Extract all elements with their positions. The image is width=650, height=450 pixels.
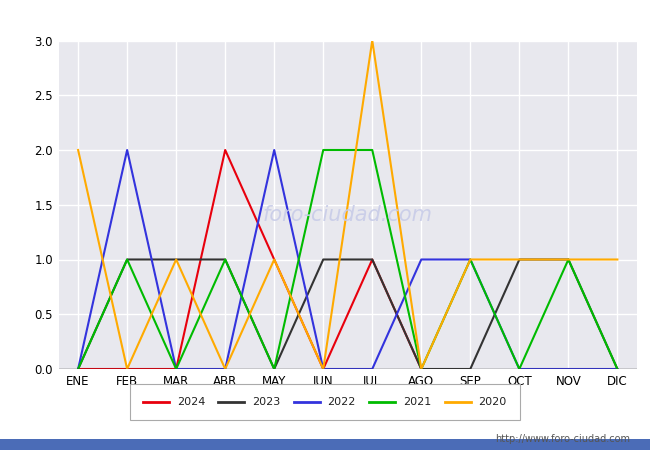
Text: http://www.foro-ciudad.com: http://www.foro-ciudad.com bbox=[495, 433, 630, 444]
Text: 2022: 2022 bbox=[328, 397, 356, 407]
Text: 2020: 2020 bbox=[478, 397, 506, 407]
Text: 2024: 2024 bbox=[177, 397, 205, 407]
Text: Matriculaciones de Vehiculos en Santa María de la Isla: Matriculaciones de Vehiculos en Santa Ma… bbox=[107, 13, 543, 28]
Text: 2023: 2023 bbox=[252, 397, 280, 407]
Bar bbox=[0, 439, 650, 450]
Text: 2021: 2021 bbox=[403, 397, 431, 407]
Text: foro-ciudad.com: foro-ciudad.com bbox=[263, 205, 433, 225]
FancyBboxPatch shape bbox=[130, 384, 520, 420]
